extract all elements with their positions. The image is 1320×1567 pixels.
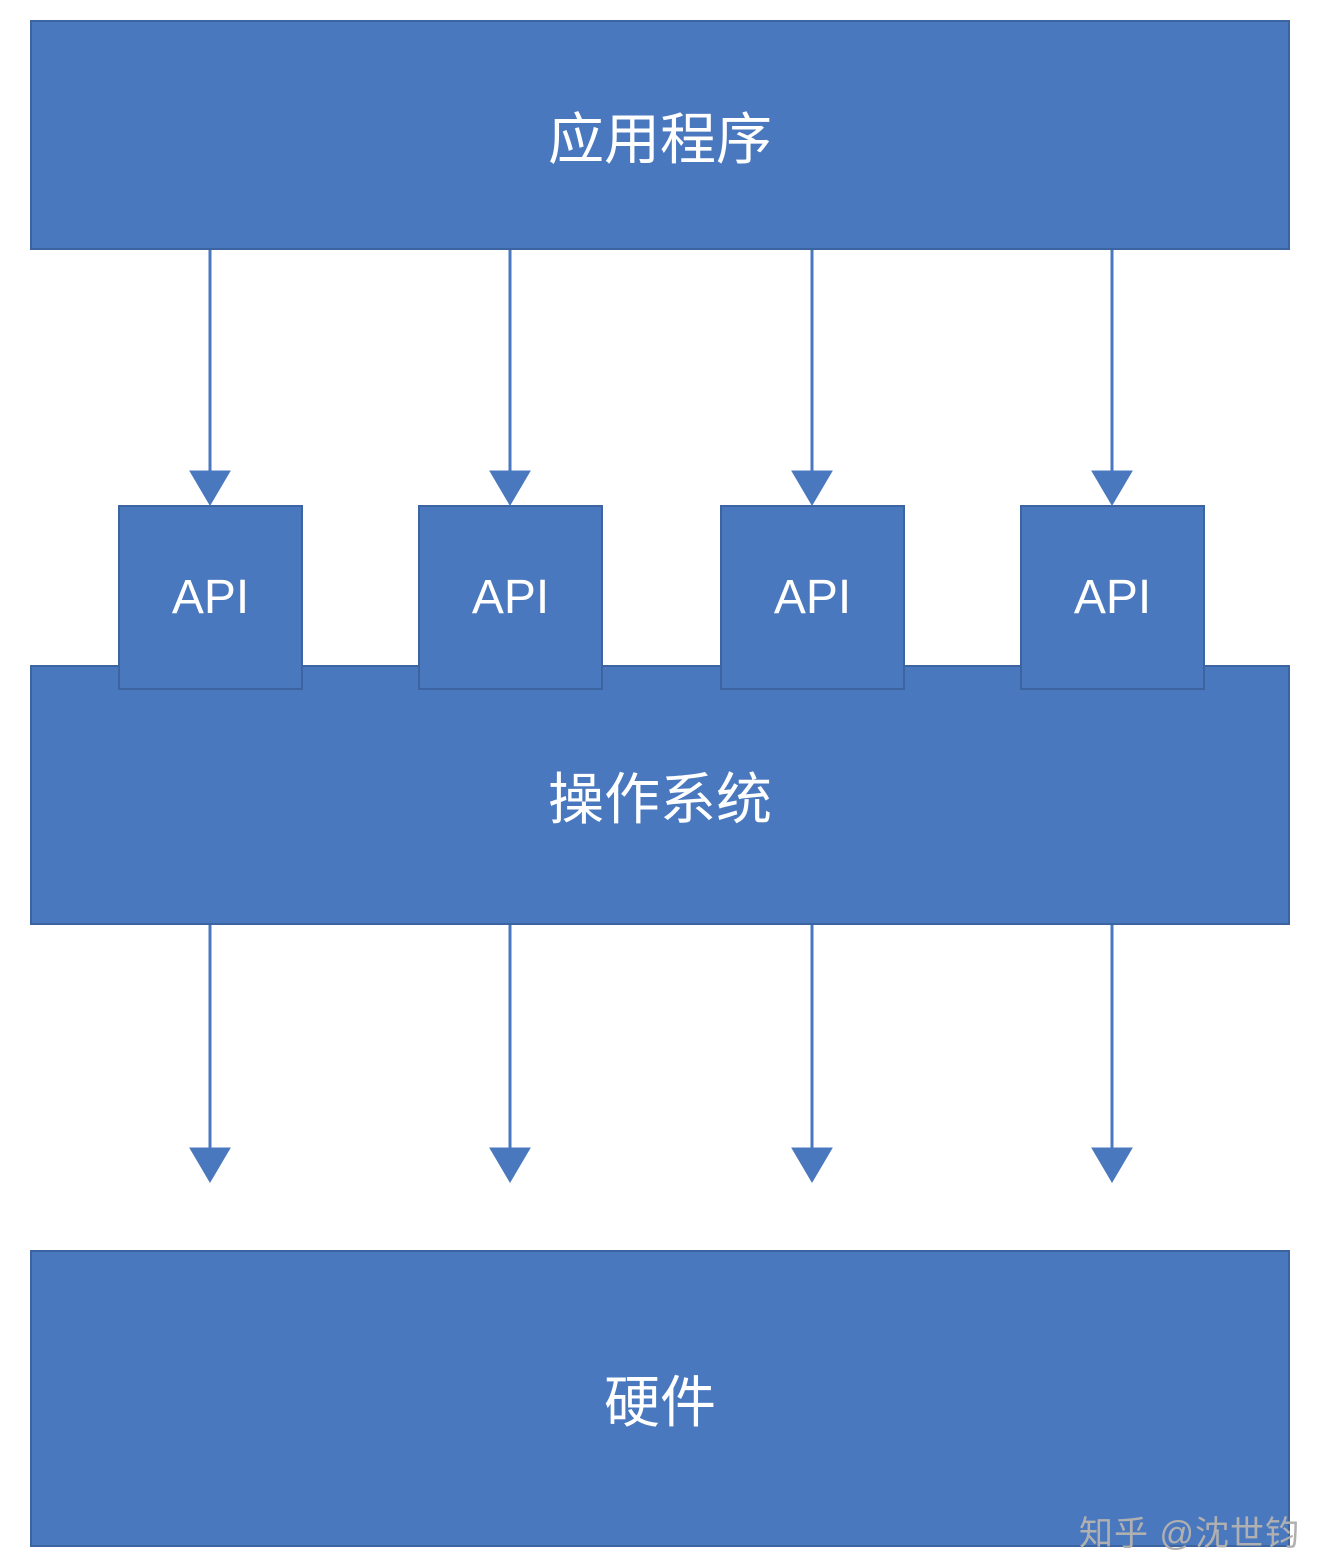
- layer-operating-system: 操作系统: [30, 665, 1290, 925]
- layer-application-label: 应用程序: [548, 95, 772, 176]
- api-box-label: API: [774, 570, 851, 625]
- layer-hardware-label: 硬件: [604, 1358, 716, 1439]
- api-box: API: [1020, 505, 1205, 690]
- layer-hardware: 硬件: [30, 1250, 1290, 1547]
- diagram-stage: 应用程序 操作系统 硬件 API API API API 知乎 @沈世钧: [0, 0, 1320, 1567]
- api-box: API: [418, 505, 603, 690]
- arrow-down-icon: [1092, 250, 1132, 505]
- api-box: API: [118, 505, 303, 690]
- arrow-down-icon: [190, 925, 230, 1182]
- arrow-down-icon: [190, 250, 230, 505]
- arrow-down-icon: [792, 250, 832, 505]
- watermark-text: 知乎 @沈世钧: [1079, 1506, 1300, 1555]
- api-box-label: API: [1074, 570, 1151, 625]
- arrow-down-icon: [1092, 925, 1132, 1182]
- arrow-down-icon: [792, 925, 832, 1182]
- layer-operating-system-label: 操作系统: [548, 755, 772, 836]
- arrow-down-icon: [490, 925, 530, 1182]
- api-box-label: API: [172, 570, 249, 625]
- api-box-label: API: [472, 570, 549, 625]
- arrow-down-icon: [490, 250, 530, 505]
- api-box: API: [720, 505, 905, 690]
- layer-application: 应用程序: [30, 20, 1290, 250]
